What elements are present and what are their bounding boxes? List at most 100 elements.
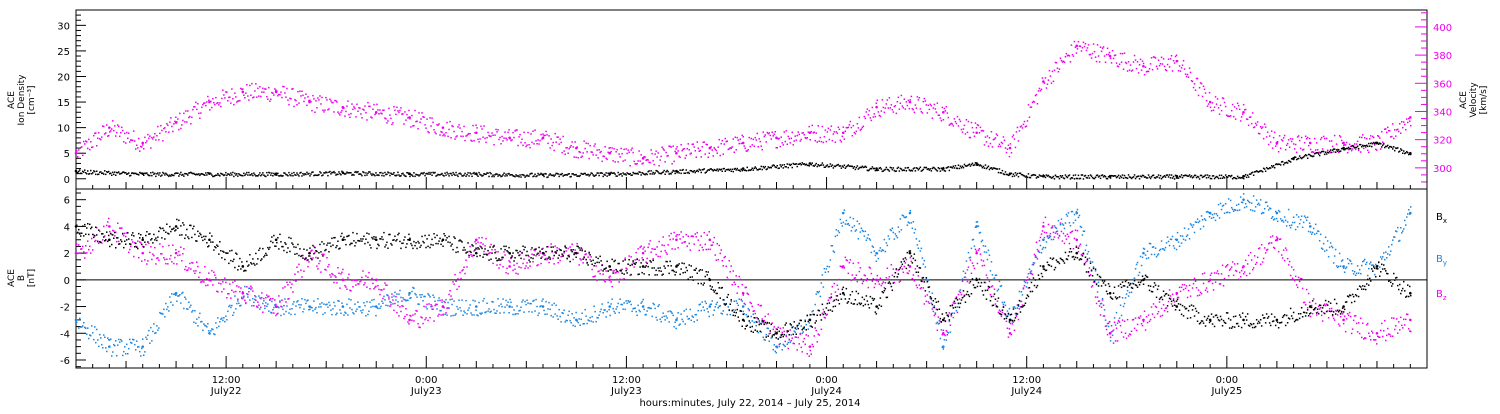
density-black-point — [1004, 174, 1006, 176]
by-blue-point — [116, 355, 118, 357]
velocity-magenta-point — [495, 129, 497, 131]
velocity-magenta-point — [1000, 146, 1002, 148]
by-blue-point — [934, 305, 936, 307]
by-blue-point — [1370, 261, 1372, 263]
velocity-magenta-point — [471, 140, 473, 142]
density-black-point — [646, 174, 648, 176]
velocity-magenta-point — [601, 161, 603, 163]
by-blue-point — [360, 310, 362, 312]
by-blue-point — [858, 238, 860, 240]
velocity-magenta-point — [1056, 62, 1058, 64]
velocity-magenta-point — [1046, 87, 1048, 89]
velocity-magenta-point — [752, 144, 754, 146]
velocity-magenta-point — [559, 138, 561, 140]
top-y2-tick-label: 400 — [1433, 23, 1452, 34]
bz-magenta-point — [664, 250, 666, 252]
bz-magenta-point — [454, 274, 456, 276]
velocity-magenta-point — [718, 146, 720, 148]
density-black-point — [1150, 178, 1152, 180]
velocity-magenta-point — [301, 91, 303, 93]
velocity-magenta-point — [1059, 68, 1061, 70]
by-blue-point — [1090, 261, 1092, 263]
velocity-magenta-point — [220, 106, 222, 108]
density-black-point — [287, 175, 289, 177]
bz-magenta-point — [114, 235, 116, 237]
top-y2-tick-label: 360 — [1433, 79, 1452, 90]
velocity-magenta-point — [717, 152, 719, 154]
by-blue-data-point — [709, 305, 712, 308]
velocity-magenta-point — [521, 139, 523, 141]
by-blue-point — [1117, 322, 1119, 324]
density-black-point — [833, 167, 835, 169]
bz-magenta-point — [390, 304, 392, 306]
by-blue-point — [631, 311, 633, 313]
velocity-magenta-point — [233, 104, 235, 106]
by-blue-point — [152, 331, 154, 333]
by-blue-point — [468, 307, 470, 309]
by-blue-point — [670, 311, 672, 313]
by-blue-point — [552, 316, 554, 318]
by-blue-point — [538, 312, 540, 314]
velocity-magenta-point — [1026, 125, 1028, 127]
velocity-magenta-point — [393, 106, 395, 108]
by-blue-point — [1115, 324, 1117, 326]
by-blue-point — [461, 299, 463, 301]
velocity-magenta-data-point — [1009, 147, 1012, 150]
by-blue-point — [869, 238, 871, 240]
velocity-magenta-point — [1097, 44, 1099, 46]
velocity-magenta-point — [1155, 57, 1157, 59]
density-black-point — [747, 167, 749, 169]
by-blue-point — [1342, 259, 1344, 261]
velocity-magenta-data-point — [175, 121, 178, 124]
velocity-magenta-point — [204, 102, 206, 104]
by-blue-point — [164, 316, 166, 318]
by-blue-point — [1129, 292, 1131, 294]
by-blue-point — [754, 322, 756, 324]
velocity-magenta-point — [1066, 53, 1068, 55]
density-black-point — [514, 176, 516, 178]
density-black-point — [1182, 177, 1184, 179]
velocity-magenta-point — [1061, 60, 1063, 62]
velocity-magenta-point — [1364, 137, 1366, 139]
velocity-magenta-point — [1272, 147, 1274, 149]
density-black-point — [1102, 174, 1104, 176]
velocity-magenta-point — [781, 136, 783, 138]
bz-magenta-point — [372, 283, 374, 285]
density-black-point — [1153, 175, 1155, 177]
velocity-magenta-point — [908, 100, 910, 102]
density-black-point — [1038, 176, 1040, 178]
velocity-magenta-point — [826, 141, 828, 143]
by-blue-point — [190, 305, 192, 307]
velocity-magenta-point — [105, 132, 107, 134]
density-black-point — [1350, 148, 1352, 150]
velocity-magenta-point — [353, 106, 355, 108]
velocity-magenta-point — [325, 97, 327, 99]
by-blue-point — [957, 306, 959, 308]
bz-magenta-point — [244, 300, 246, 302]
by-blue-point — [135, 349, 137, 351]
by-blue-point — [758, 332, 760, 334]
bz-magenta-point — [236, 285, 238, 287]
by-blue-point — [1381, 258, 1383, 260]
bz-magenta-point — [260, 307, 262, 309]
velocity-magenta-point — [1367, 150, 1369, 152]
density-black-point — [533, 175, 535, 177]
by-blue-point — [332, 308, 334, 310]
density-black-point — [87, 170, 89, 172]
velocity-magenta-data-point — [1075, 45, 1078, 48]
density-black-point — [843, 166, 845, 168]
velocity-magenta-data-point — [208, 101, 211, 104]
velocity-magenta-point — [144, 137, 146, 139]
bz-magenta-point — [405, 308, 407, 310]
by-blue-point — [366, 301, 368, 303]
velocity-magenta-point — [901, 95, 903, 97]
velocity-magenta-point — [1237, 103, 1239, 105]
by-blue-point — [266, 306, 268, 308]
velocity-magenta-point — [1174, 62, 1176, 64]
velocity-magenta-point — [744, 145, 746, 147]
velocity-magenta-point — [780, 146, 782, 148]
velocity-magenta-point — [617, 161, 619, 163]
bz-magenta-point — [489, 252, 491, 254]
by-blue-point — [943, 348, 945, 350]
bz-magenta-point — [124, 233, 126, 235]
